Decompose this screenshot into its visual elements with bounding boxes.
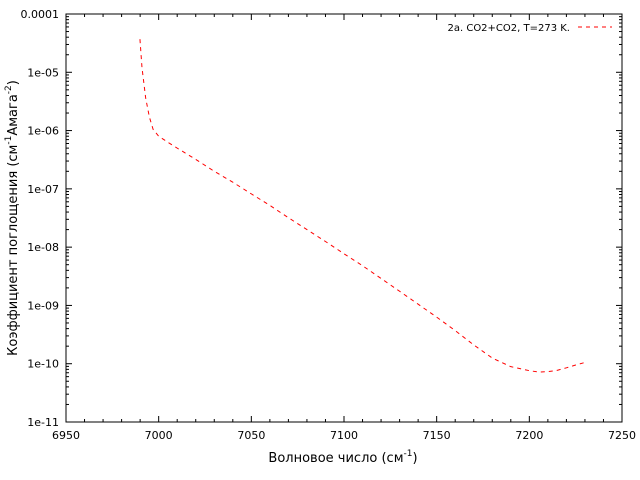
plot-frame bbox=[65, 13, 623, 423]
y-tick-label: 1e-08 bbox=[27, 241, 59, 254]
series-line bbox=[139, 39, 585, 373]
x-tick-label: 7150 bbox=[423, 429, 451, 442]
x-tick-label: 7200 bbox=[515, 429, 543, 442]
y-tick-label: 1e-11 bbox=[27, 416, 59, 429]
y-tick-label: 1e-07 bbox=[27, 183, 59, 196]
axis-ticks bbox=[65, 13, 623, 423]
legend: 2a. CO2+CO2, T=273 K. bbox=[447, 23, 612, 34]
y-tick-label: 0.0001 bbox=[21, 8, 60, 21]
y-tick-label: 1e-09 bbox=[27, 299, 59, 312]
x-axis-label: Волновое число (см-1) bbox=[268, 449, 417, 466]
y-tick-label: 1e-06 bbox=[27, 125, 59, 138]
y-tick-labels: 0.0001 1e-05 1e-06 1e-07 1e-08 1e-09 1e-10 1e-1… bbox=[21, 8, 60, 429]
y-tick-label: 1e-05 bbox=[27, 66, 59, 79]
x-tick-label: 7250 bbox=[608, 429, 636, 442]
x-tick-labels: 6950 7000 7050 7100 7150 7200 7250 bbox=[52, 429, 636, 442]
y-tick-label: 1e-10 bbox=[27, 358, 59, 371]
y-axis-label: Коэффициент поглощения (см-1Амага-2) bbox=[4, 80, 21, 356]
x-tick-label: 7100 bbox=[330, 429, 358, 442]
x-tick-label: 7000 bbox=[145, 429, 173, 442]
x-tick-label: 7050 bbox=[237, 429, 265, 442]
legend-entry-label: 2a. CO2+CO2, T=273 K. bbox=[447, 23, 570, 34]
x-tick-label: 6950 bbox=[52, 429, 80, 442]
